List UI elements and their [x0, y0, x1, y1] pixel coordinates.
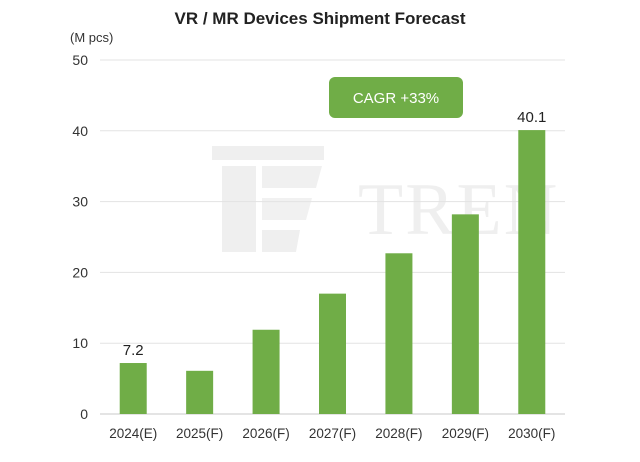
y-axis: 0 10 20 30 40 50: [72, 52, 88, 422]
y-tick-label: 30: [72, 194, 88, 210]
x-tick-label: 2029(F): [442, 426, 489, 441]
bars: [119, 130, 546, 415]
cagr-badge: [329, 77, 463, 118]
y-tick-label: 20: [72, 264, 88, 280]
y-tick-label: 50: [72, 52, 88, 68]
watermark: TREN: [212, 146, 557, 252]
bar-2027(F): [319, 293, 346, 414]
cagr-badge-text: CAGR +33%: [353, 90, 439, 107]
y-tick-label: 40: [72, 123, 88, 139]
bar-2025(F): [186, 370, 214, 414]
x-tick-label: 2028(F): [375, 426, 422, 441]
x-tick-label: 2026(F): [242, 426, 289, 441]
watermark-logo-icon: [212, 146, 324, 252]
bar-2029(F): [451, 214, 479, 414]
bar-2030(F): [518, 130, 546, 415]
data-labels: 7.2 40.1: [123, 109, 547, 359]
y-tick-label: 0: [80, 406, 88, 422]
y-tick-label: 10: [72, 335, 88, 351]
x-tick-label: 2030(F): [508, 426, 555, 441]
cagr-annotation: CAGR +33%: [329, 77, 463, 118]
bar-2026(F): [252, 329, 280, 414]
data-label: 7.2: [123, 342, 144, 359]
bar-2028(F): [385, 253, 413, 414]
x-axis: 2024(E) 2025(F) 2026(F) 2027(F) 2028(F) 2029(…: [109, 426, 555, 441]
data-label: 40.1: [517, 109, 546, 126]
x-tick-label: 2024(E): [109, 426, 157, 441]
y-axis-unit-label: (M pcs): [70, 30, 113, 45]
x-tick-label: 2025(F): [176, 426, 223, 441]
x-tick-label: 2027(F): [309, 426, 356, 441]
chart-title: VR / MR Devices Shipment Forecast: [175, 9, 466, 28]
bar-2024(E): [119, 363, 147, 414]
